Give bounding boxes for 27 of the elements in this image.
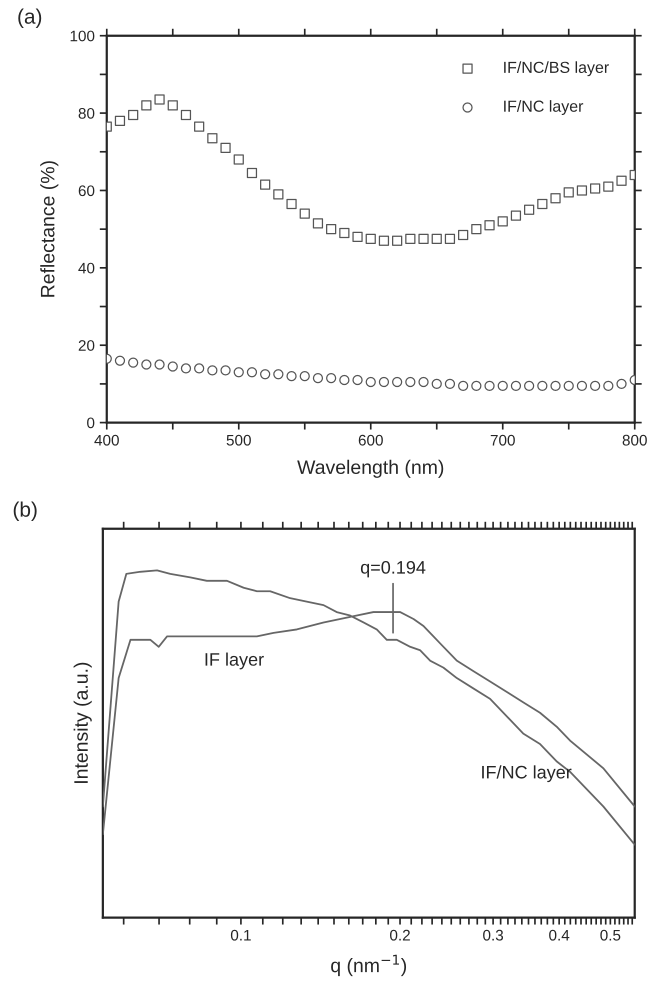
y-tick-label: 0 — [87, 417, 94, 428]
x-tick-label: 500 — [226, 434, 251, 446]
x-tick-label: 0.1 — [230, 930, 251, 941]
x-axis-title: Wavelength (nm) — [297, 460, 444, 478]
y-tick-label: 20 — [78, 340, 94, 351]
y-tick-label: 60 — [78, 185, 94, 196]
annotation: q=0.194 — [360, 560, 426, 578]
x-tick-label: 0.3 — [483, 930, 504, 941]
legend-label: IF/NC/BS layer — [504, 61, 609, 76]
x-tick-label: 700 — [490, 434, 515, 446]
y-axis-title: Intensity (a.u.) — [74, 662, 92, 783]
x-tick-label: 600 — [358, 434, 383, 446]
chart-title: (a) — [18, 8, 42, 28]
x-axis-title: q (nm$^{−1}$) — [331, 954, 406, 976]
x-tick-label: 0.4 — [549, 930, 570, 941]
x-tick-label: 0.2 — [390, 930, 410, 941]
x-tick-label: 0.5 — [600, 930, 620, 941]
chart-title: (b) — [14, 502, 37, 521]
x-tick-label: 400 — [94, 434, 119, 446]
y-tick-label: 80 — [78, 108, 94, 119]
y-tick-label: 100 — [70, 30, 94, 42]
annotation: IF/NC layer — [482, 765, 572, 782]
y-axis-title: Reflectance (%) — [40, 161, 58, 297]
legend-label: IF/NC layer — [504, 100, 584, 116]
annotation: IF layer — [206, 652, 264, 670]
y-tick-label: 40 — [78, 262, 94, 274]
x-tick-label: 800 — [622, 434, 647, 446]
